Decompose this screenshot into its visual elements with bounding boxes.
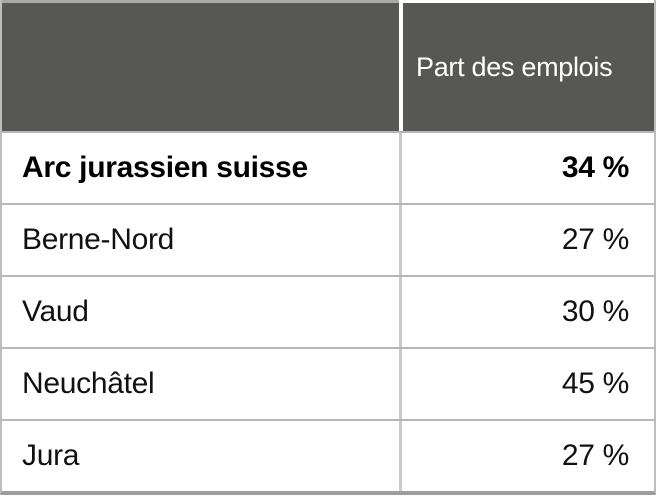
row-value: 30 % — [561, 295, 629, 328]
row-label: Arc jurassien suisse — [2, 133, 402, 203]
table-row: Neuchâtel 45 % — [2, 347, 654, 419]
table-row: Berne-Nord 27 % — [2, 203, 654, 275]
table-row: Vaud 30 % — [2, 275, 654, 347]
header-cell-part-des-emplois: Part des emplois — [403, 0, 654, 131]
table-header-row: Part des emplois — [2, 0, 654, 131]
row-value: 27 % — [561, 439, 629, 472]
header-label: Part des emplois — [416, 51, 613, 82]
row-value: 27 % — [561, 223, 629, 256]
row-label: Berne-Nord — [2, 205, 402, 275]
header-column-divider — [399, 0, 403, 131]
header-cell-empty — [2, 0, 399, 131]
row-value: 34 % — [561, 151, 629, 184]
row-label: Neuchâtel — [2, 349, 402, 419]
table-row: Arc jurassien suisse 34 % — [2, 131, 654, 203]
row-label: Vaud — [2, 277, 402, 347]
table-row: Jura 27 % — [2, 419, 654, 491]
row-label: Jura — [2, 421, 402, 491]
row-value: 45 % — [561, 367, 629, 400]
